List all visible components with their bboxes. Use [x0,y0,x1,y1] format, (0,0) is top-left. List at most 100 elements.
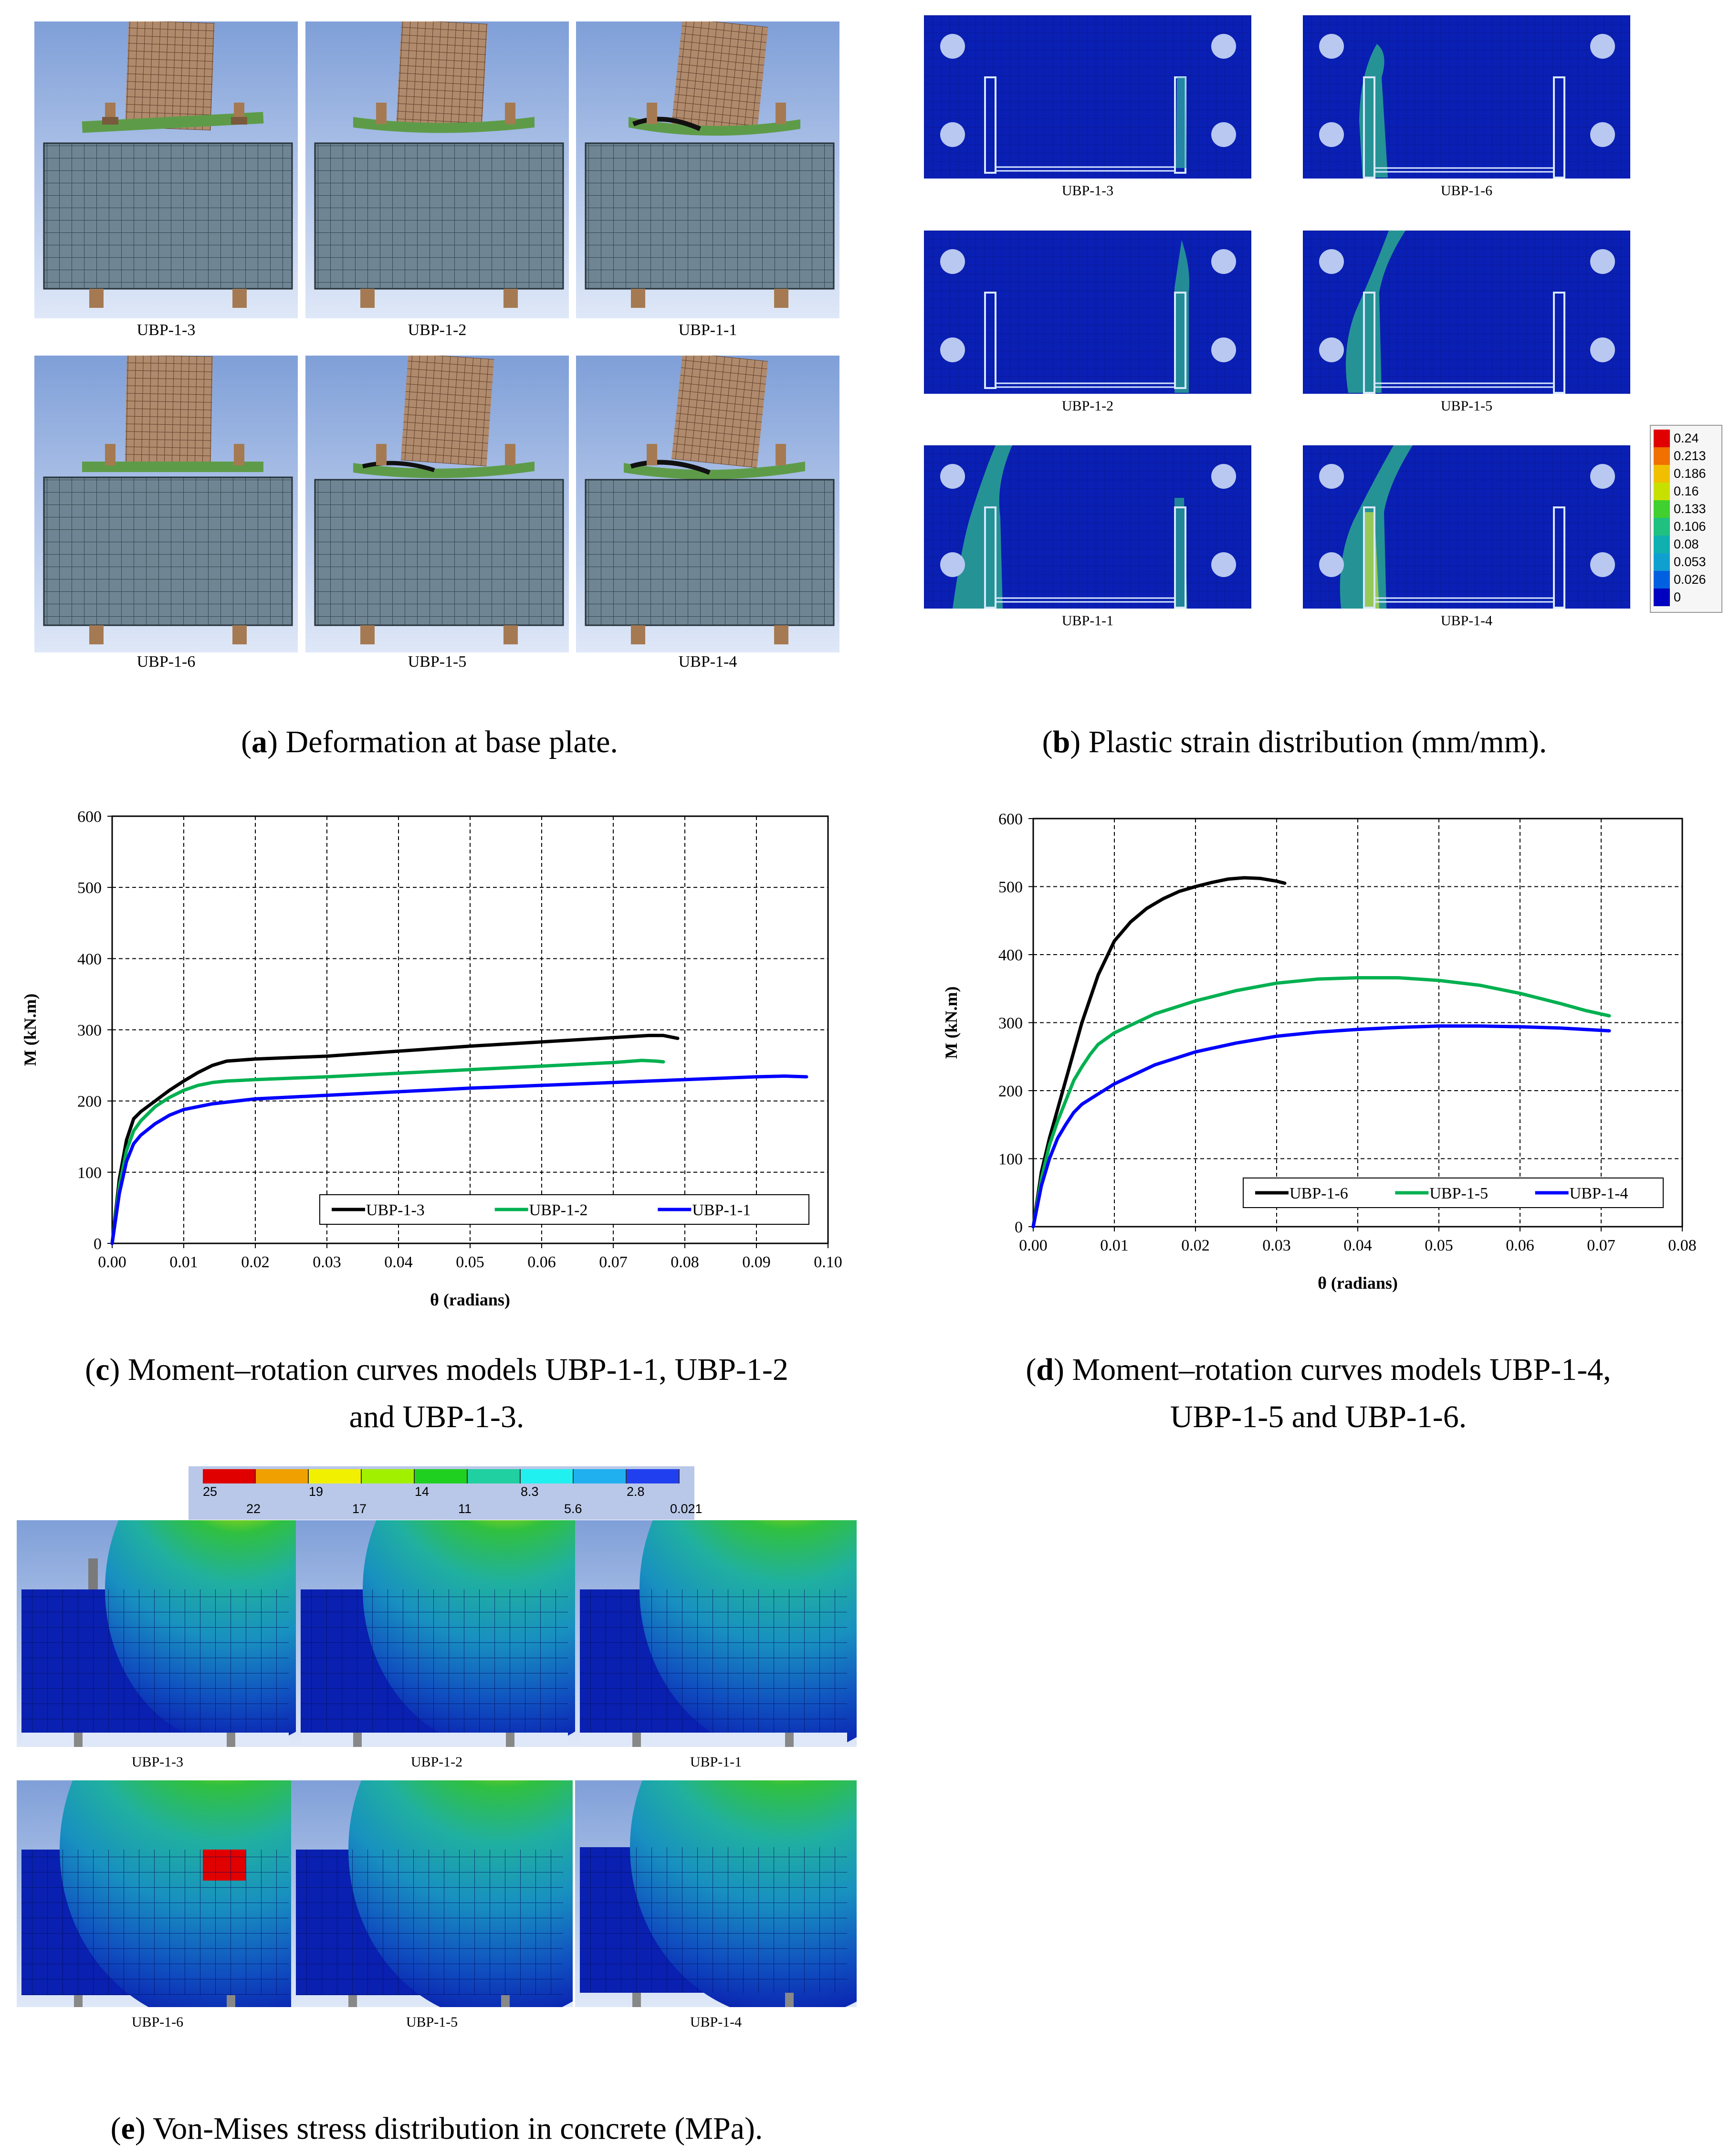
strain-legend-swatch [1654,536,1670,553]
label-b-ubp-1-6: UBP-1-6 [1440,183,1493,199]
strain-legend-value: 0.133 [1674,502,1706,516]
x-tick-label: 0.05 [1425,1237,1453,1254]
label-e-ubp-1-4: UBP-1-4 [690,2014,742,2030]
strain-legend-entry: 0.24 [1654,430,1706,447]
strain-image-ubp-1-5 [1303,231,1630,394]
deformation-image-ubp-1-2 [305,21,569,318]
strain-legend-swatch [1654,465,1670,483]
strain-legend-entry: 0.106 [1654,518,1706,536]
strain-legend-entry: 0.16 [1654,483,1706,500]
stress-image-ubp-1-5 [291,1780,573,2007]
x-tick-label: 0.07 [599,1253,628,1271]
strain-image-ubp-1-1 [924,445,1251,609]
strain-legend-swatch [1654,500,1670,518]
label-b-ubp-1-5: UBP-1-5 [1440,398,1493,414]
strain-legend-value: 0.106 [1674,519,1706,534]
y-tick-label: 100 [77,1164,102,1182]
x-tick-label: 0.03 [313,1253,341,1271]
series-line-ubp-1-2 [110,1059,665,1245]
strain-legend-entry: 0.026 [1654,571,1706,589]
strain-image-ubp-1-4 [1303,445,1630,609]
y-tick-label: 500 [77,879,102,897]
stress-scale-colors [203,1469,680,1483]
x-tick-label: 0.02 [1181,1237,1210,1254]
y-tick-label: 400 [998,947,1023,964]
label-e-ubp-1-5: UBP-1-5 [406,2014,458,2030]
x-axis-label: θ (radians) [430,1290,510,1309]
strain-legend-swatch [1654,518,1670,536]
strain-legend-entry: 0.053 [1654,553,1706,571]
strain-legend-swatch [1654,589,1670,606]
series-line-ubp-1-3 [110,1033,680,1245]
x-tick-label: 0.06 [527,1253,556,1271]
series-line-ubp-1-4 [1031,1024,1611,1229]
y-tick-label: 300 [77,1022,102,1040]
strain-legend-entry: 0 [1654,589,1706,606]
caption-e: (e) Von-Mises stress distribution in con… [110,2111,763,2146]
x-tick-label: 0.04 [384,1253,413,1271]
x-tick-label: 0.08 [1668,1237,1697,1254]
panel-b: UBP-1-3 UBP-1-6 UBP-1-2 UBP-1-5 UBP-1-1 … [859,0,1730,773]
y-tick-label: 400 [77,950,102,968]
stress-image-ubp-1-1 [575,1520,857,1747]
series-line-ubp-1-5 [1031,976,1611,1229]
strain-legend-value: 0 [1674,590,1681,604]
deformation-image-ubp-1-5 [305,356,569,652]
stress-scale-label: 17 [352,1502,367,1516]
x-axis-label: θ (radians) [1318,1273,1398,1293]
strain-legend-value: 0.186 [1674,466,1706,481]
y-tick-label: 200 [998,1083,1023,1100]
label-e-ubp-1-3: UBP-1-3 [131,1754,184,1770]
strain-legend-entry: 0.08 [1654,536,1706,553]
strain-image-ubp-1-6 [1303,15,1630,179]
stress-image-ubp-1-6 [17,1780,298,2007]
legend-label: UBP-1-4 [1570,1185,1628,1202]
strain-legend-entry: 0.133 [1654,500,1706,518]
strain-legend-entry: 0.186 [1654,465,1706,483]
panel-e: 25 19 14 8.3 2.8 22 17 11 5.6 0.021 UBP-1-3 UBP-… [0,1465,873,2156]
legend-label: UBP-1-1 [692,1201,751,1219]
stress-scale-label: 8.3 [521,1484,539,1499]
strain-legend-value: 0.213 [1674,449,1706,463]
stress-scale-swatch [362,1469,415,1483]
x-tick-label: 0.04 [1343,1237,1372,1254]
caption-d: (d) Moment–rotation curves models UBP-1-… [1026,1352,1611,1434]
stress-image-ubp-1-2 [296,1520,577,1747]
stress-scale-bottom-labels: 22 17 11 5.6 0.021 [203,1502,702,1517]
y-tick-label: 300 [998,1015,1023,1032]
x-tick-label: 0.01 [169,1253,198,1271]
stress-scale-label: 25 [203,1484,218,1499]
caption-b: (b) Plastic strain distribution (mm/mm). [1042,725,1547,759]
strain-legend-value: 0.053 [1674,555,1706,569]
stress-scale-top-labels: 25 19 14 8.3 2.8 [203,1484,680,1500]
x-tick-label: 0.08 [671,1253,699,1271]
y-tick-label: 200 [77,1093,102,1111]
label-b-ubp-1-2: UBP-1-2 [1061,398,1114,414]
strain-legend-swatch [1654,553,1670,571]
stress-scale-label: 19 [309,1484,324,1499]
x-tick-label: 0.01 [1100,1237,1129,1254]
chart-c: 0.00 0.01 0.02 0.03 0.04 0.05 0.06 0.07 0.08 0.09… [21,808,842,1309]
stress-scale-swatch [468,1469,521,1483]
x-tick-label: 0.00 [98,1253,126,1271]
x-tick-label: 0.05 [456,1253,484,1271]
strain-legend-rows: 0.24 0.213 0.186 0.16 0.133 0.106 0.08 0.053 0.0… [1654,430,1706,606]
x-tick-label: 0.06 [1506,1237,1534,1254]
y-tick-label: 500 [998,879,1023,896]
caption-a: (a) Deformation at base plate. [241,725,618,759]
caption-c: (c) Moment–rotation curves models UBP-1-… [85,1352,788,1434]
stress-scale-label: 11 [458,1502,472,1516]
label-b-ubp-1-1: UBP-1-1 [1061,613,1114,629]
label-a-ubp-1-4: UBP-1-4 [678,653,737,671]
label-a-ubp-1-1: UBP-1-1 [678,321,737,339]
strain-legend-swatch [1654,447,1670,465]
legend-box [1243,1178,1664,1208]
stress-scale-swatch [574,1469,627,1483]
panel-d: 0.00 0.01 0.02 0.03 0.04 0.05 0.06 0.07 0.08 0 100… [907,792,1730,1461]
strain-legend-value: 0.026 [1674,572,1706,587]
chart-d: 0.00 0.01 0.02 0.03 0.04 0.05 0.06 0.07 0.08 0 100… [942,810,1697,1293]
label-e-ubp-1-1: UBP-1-1 [690,1754,742,1770]
strain-image-ubp-1-3 [924,15,1251,179]
legend-label: UBP-1-2 [529,1201,588,1219]
strain-legend-value: 0.16 [1674,484,1699,498]
